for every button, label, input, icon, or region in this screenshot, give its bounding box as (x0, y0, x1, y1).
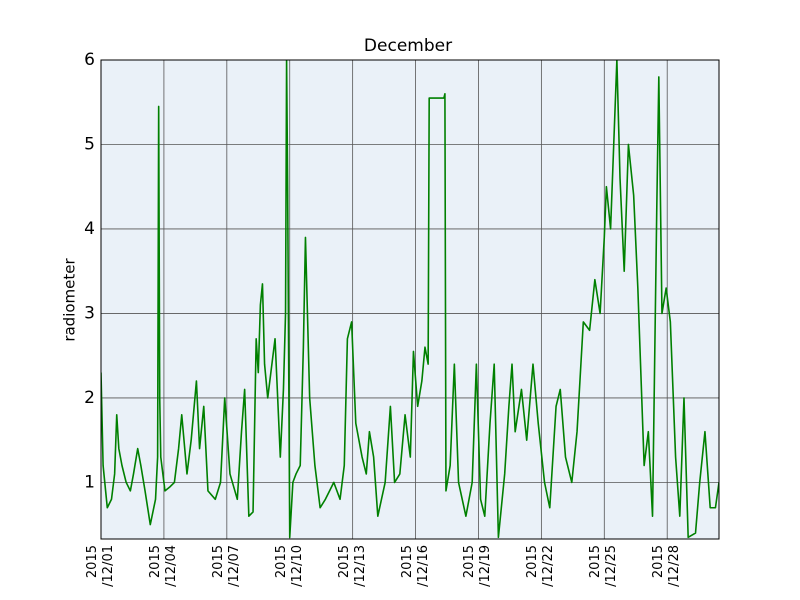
y-tick-label: 2 (84, 388, 95, 408)
x-tick-label: 2015 /12/16 (399, 545, 431, 587)
x-tick-label: 2015 /12/28 (651, 545, 683, 587)
x-tick-label: 2015 /12/07 (210, 545, 242, 587)
y-tick-label: 5 (84, 134, 95, 154)
plot-frame (100, 59, 720, 540)
x-tick-label: 2015 /12/13 (336, 545, 368, 587)
x-tick-label: 2015 /12/19 (462, 545, 494, 587)
y-tick-label: 3 (84, 303, 95, 323)
data-line (101, 60, 719, 539)
x-tick-label: 2015 /12/04 (147, 545, 179, 587)
x-tick-label: 2015 /12/25 (588, 545, 620, 587)
y-tick-label: 1 (84, 472, 95, 492)
y-tick-label: 4 (84, 219, 95, 239)
x-tick-label: 2015 /12/01 (85, 545, 116, 587)
y-axis-label: radiometer (61, 257, 79, 341)
x-tick-label: 2015 /12/22 (525, 545, 557, 587)
y-tick-label: 6 (84, 50, 95, 70)
plot-area (101, 60, 719, 539)
x-tick-label: 2015 /12/10 (273, 545, 305, 587)
chart-title: December (364, 36, 452, 56)
